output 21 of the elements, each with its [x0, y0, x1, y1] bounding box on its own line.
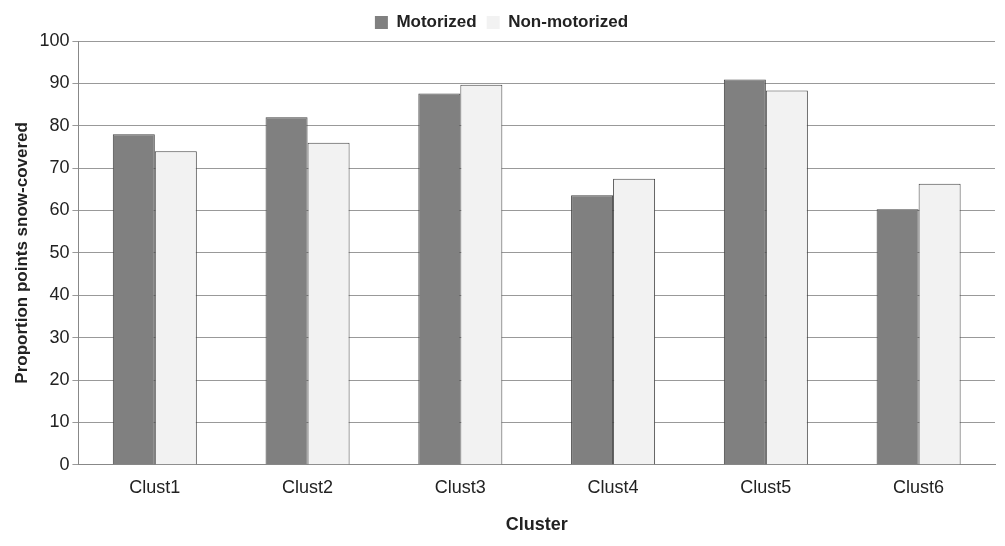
y-tick-label: 40	[49, 284, 70, 305]
x-tick-label: Clust6	[893, 476, 945, 497]
legend-label: Motorized	[396, 12, 477, 32]
x-tick-label: Clust3	[434, 476, 486, 497]
y-axis-title: Proportion points snow-covered	[11, 122, 31, 384]
y-tick-label: 60	[49, 199, 70, 220]
y-tick-label: 70	[49, 157, 70, 178]
legend-label: Non-motorized	[508, 12, 629, 32]
x-tick-label: Clust2	[282, 476, 334, 497]
x-tick-label: Clust5	[740, 476, 792, 497]
y-tick-label: 50	[49, 241, 70, 262]
x-tick-label: Clust4	[587, 476, 639, 497]
y-tick-label: 100	[39, 29, 70, 50]
y-tick-label: 80	[49, 114, 70, 135]
y-tick-label: 10	[49, 411, 70, 432]
x-axis-title: Cluster	[505, 514, 568, 535]
y-tick-label: 30	[49, 326, 70, 347]
y-tick-label: 20	[49, 369, 70, 390]
x-tick-label: Clust1	[129, 476, 181, 497]
y-tick-label: 90	[49, 72, 70, 93]
y-tick-label: 0	[59, 453, 70, 474]
